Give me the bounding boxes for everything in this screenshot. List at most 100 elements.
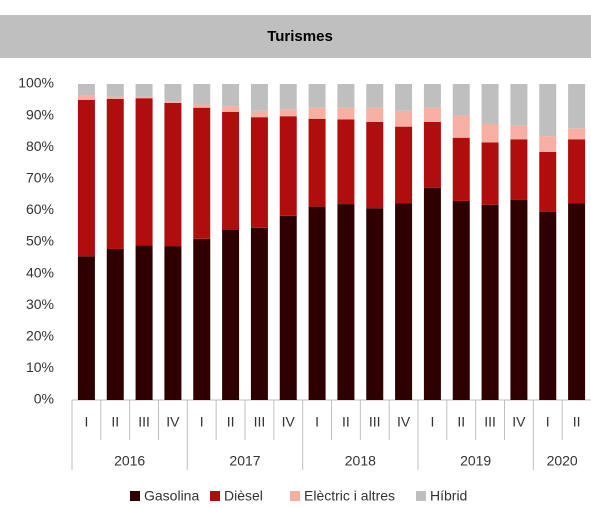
bar-segment: [366, 84, 384, 108]
bar-segment: [481, 123, 499, 143]
y-tick-label: 0%: [34, 391, 54, 407]
bar-segment: [193, 238, 211, 400]
x-tick-label: II: [573, 414, 581, 430]
y-tick-label: 50%: [26, 233, 54, 249]
bar-segment: [568, 203, 586, 400]
bar-segment: [366, 208, 384, 400]
bar-segment: [279, 116, 297, 216]
bar-segment: [135, 96, 153, 99]
legend-label: Híbrid: [430, 488, 467, 504]
bar-segment: [164, 102, 182, 247]
bar-segment: [423, 121, 441, 188]
x-tick-label: I: [315, 414, 319, 430]
bar-segment: [539, 84, 557, 137]
bar-segment: [193, 84, 211, 105]
y-tick-label: 80%: [26, 138, 54, 154]
bar-segment: [395, 126, 413, 204]
legend-label: Gasolina: [144, 488, 199, 504]
x-tick-label: I: [200, 414, 204, 430]
legend-label: Elèctric i altres: [304, 488, 395, 504]
bar-segment: [510, 125, 528, 140]
bar-segment: [135, 84, 153, 97]
bar-segment: [279, 109, 297, 117]
x-tick-label: I: [430, 414, 434, 430]
y-tick-label: 40%: [26, 264, 54, 280]
legend-swatch: [210, 491, 220, 501]
x-tick-label: III: [138, 414, 150, 430]
bar-segment: [222, 106, 240, 112]
x-tick-label: I: [546, 414, 550, 430]
bar-segment: [510, 139, 528, 200]
bar-segment: [539, 211, 557, 400]
bar-segment: [77, 84, 95, 96]
bar-segment: [279, 215, 297, 400]
bar-segment: [135, 245, 153, 400]
bar-segment: [568, 139, 586, 204]
bar-segment: [222, 229, 240, 400]
bar-segment: [77, 99, 95, 257]
x-tick-label: III: [369, 414, 381, 430]
bar-segment: [481, 204, 499, 400]
x-tick-label: II: [227, 414, 235, 430]
bar-segment: [539, 136, 557, 152]
x-tick-label: IV: [397, 414, 411, 430]
bar-segment: [452, 200, 470, 400]
bar-segment: [481, 142, 499, 205]
y-tick-label: 100%: [18, 75, 54, 91]
bar-segment: [337, 119, 355, 205]
bar-segment: [308, 118, 326, 207]
x-tick-label: I: [84, 414, 88, 430]
bar-segment: [77, 95, 95, 100]
bar-segment: [481, 84, 499, 124]
bar-segment: [135, 98, 153, 246]
bar-segment: [250, 84, 268, 111]
bar-segment: [568, 84, 586, 129]
bar-segment: [250, 117, 268, 228]
y-tick-label: 90%: [26, 106, 54, 122]
bar-segment: [193, 107, 211, 239]
bar-segment: [164, 246, 182, 400]
bar-segment: [164, 84, 182, 102]
chart-title: Turismes: [267, 28, 333, 45]
bar-segment: [250, 110, 268, 118]
legend-label: Dièsel: [224, 488, 263, 504]
group-label: 2019: [460, 453, 491, 469]
legend-swatch: [290, 491, 300, 501]
bar-segment: [222, 111, 240, 230]
bar-segment: [366, 121, 384, 209]
bar-segment: [337, 107, 355, 120]
group-label: 2016: [114, 453, 145, 469]
bar-segment: [193, 104, 211, 108]
x-tick-label: IV: [282, 414, 296, 430]
bar-segment: [106, 96, 124, 99]
y-tick-label: 60%: [26, 201, 54, 217]
bar-segment: [164, 101, 182, 103]
y-tick-label: 70%: [26, 170, 54, 186]
bar-segment: [308, 84, 326, 108]
bar-segment: [395, 84, 413, 111]
bar-segment: [222, 84, 240, 107]
x-tick-label: II: [457, 414, 465, 430]
y-tick-label: 30%: [26, 296, 54, 312]
bar-segment: [452, 84, 470, 116]
bar-segment: [308, 107, 326, 119]
bar-segment: [539, 151, 557, 212]
bar-segment: [395, 110, 413, 127]
bar-segment: [423, 187, 441, 400]
bar-segment: [423, 107, 441, 122]
legend-swatch: [130, 491, 140, 501]
bar-segment: [510, 199, 528, 400]
x-tick-label: II: [111, 414, 119, 430]
bar-segment: [452, 137, 470, 201]
x-tick-label: III: [254, 414, 266, 430]
bar-segment: [337, 84, 355, 108]
bar-segment: [106, 98, 124, 249]
bar-segment: [337, 204, 355, 400]
x-tick-label: IV: [512, 414, 526, 430]
bar-segment: [106, 84, 124, 97]
bar-segment: [77, 256, 95, 400]
bar-segment: [423, 84, 441, 108]
y-tick-label: 10%: [26, 359, 54, 375]
group-label: 2018: [345, 453, 376, 469]
